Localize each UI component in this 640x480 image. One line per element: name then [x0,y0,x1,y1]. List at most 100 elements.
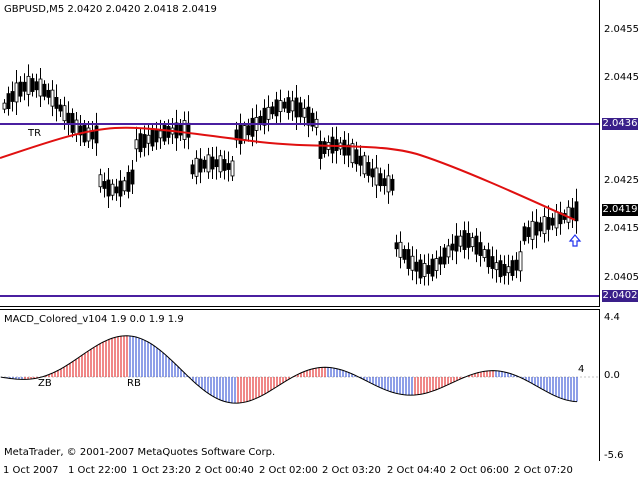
candle-body [10,91,15,102]
candle-body [358,155,363,166]
candle-body [226,163,231,170]
candle-body [6,93,11,110]
candle-body [94,125,99,144]
candle-body [474,235,479,255]
price-chart-pane[interactable]: GBPUSD,M5 2.0420 2.0420 2.0418 2.0419 TR [0,0,600,307]
candle-body [386,175,391,193]
candle-body [70,113,75,133]
candle-body [450,243,455,251]
macd-tick-zero: 0.0 [604,370,620,381]
x-label-2: 1 Oct 23:20 [132,465,191,476]
candle-body [422,263,427,277]
candle-body [390,178,395,191]
x-label-3: 2 Oct 00:40 [195,465,254,476]
zero-line-label: 4 [578,364,585,375]
candle-body [286,97,291,113]
candle-body [502,264,507,276]
candle-body [214,159,219,168]
tr-marker: TR [28,128,42,139]
candle-body [282,101,287,109]
candle-body [514,259,519,271]
candle-body [414,261,419,272]
moving-average-line [0,126,576,221]
candle-body [350,143,355,164]
candle-body [78,125,83,136]
candle-body [438,256,443,265]
candle-body [266,106,271,120]
candle-body [54,97,59,109]
candle-body [166,126,171,138]
macd-plot [0,335,599,404]
candle-body [50,89,55,107]
rb-marker: RB [127,378,141,389]
candle-body [86,127,91,142]
macd-indicator-pane[interactable]: MACD_Colored_v104 1.9 0.0 1.9 1.9 ZB RB … [0,309,600,461]
candle-body [534,221,539,236]
candle-body [482,249,487,258]
candle-body [130,169,135,185]
candle-body [290,100,295,112]
candle-body [394,242,399,250]
candle-body [370,168,375,178]
candle-body [462,230,467,250]
candle-body [18,81,23,97]
candle-body [26,75,31,95]
candle-body [318,141,323,159]
candle-body [90,130,95,140]
candle-body [202,159,207,169]
candle-body [34,81,39,91]
up-arrow-icon [568,234,582,247]
candle-body [250,117,255,137]
candle-body [146,134,151,144]
candle-body [526,227,531,237]
x-label-4: 2 Oct 02:00 [259,465,318,476]
candle-body [378,173,383,187]
candle-body [454,235,459,252]
candle-body [298,102,303,118]
candle-body [110,183,115,196]
candle-body [486,249,491,268]
candle-body [270,106,275,115]
candle-body [22,81,27,92]
indicator-title: MACD_Colored_v104 1.9 0.0 1.9 1.9 [4,314,184,325]
lower-level-tag: 2.0402 [602,290,638,302]
candle-body [114,186,119,194]
candle-body [554,211,559,229]
candle-body [302,107,307,118]
upper-level-tag: 2.0436 [602,118,638,130]
candle-body [322,141,327,154]
candle-body [494,262,499,271]
candle-body [550,217,555,226]
candle-body [142,134,147,148]
candle-body [410,255,415,271]
candle-body [478,242,483,256]
candle-body [238,124,243,145]
candle-body [446,245,451,258]
candle-body [242,125,247,140]
candle-body [466,232,471,248]
candle-body [458,235,463,247]
candle-body [62,105,67,122]
y-tick-2.0445: 2.0445 [604,72,639,83]
candle-body [434,258,439,271]
candle-body [406,249,411,269]
candle-body [106,179,111,197]
candle-body [546,217,551,230]
candle-body [374,167,379,186]
candle-body [470,237,475,248]
candle-body [138,133,143,153]
candle-body [498,260,503,278]
candle-body [294,97,299,118]
zb-marker: ZB [38,378,52,389]
x-label-8: 2 Oct 07:20 [514,465,573,476]
current-price-tag: 2.0419 [602,204,638,216]
candle-body [278,100,283,112]
x-label-0: 1 Oct 2007 [3,465,59,476]
candle-body [398,241,403,258]
candle-body [222,159,227,171]
candle-body [230,160,235,177]
y-tick-2.0425: 2.0425 [604,175,639,186]
x-label-7: 2 Oct 06:00 [450,465,509,476]
candle-body [74,119,79,135]
candle-body [402,248,407,260]
